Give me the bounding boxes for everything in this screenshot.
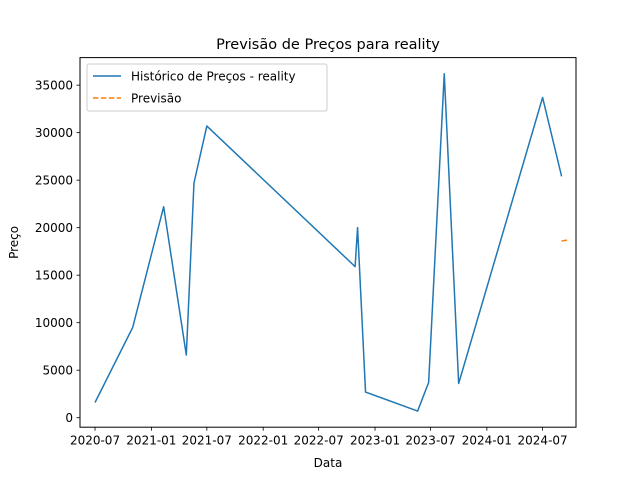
y-tick-label: 25000 <box>35 173 73 187</box>
y-tick-label: 20000 <box>35 221 73 235</box>
legend: Histórico de Preços - reality Previsão <box>86 63 328 112</box>
y-tick-label: 5000 <box>42 363 73 377</box>
x-tick-label: 2022-07 <box>294 434 344 448</box>
x-tick-label: 2023-01 <box>350 434 400 448</box>
x-tick-label: 2021-07 <box>182 434 232 448</box>
x-tick-label: 2022-01 <box>238 434 288 448</box>
x-tick-label: 2024-07 <box>518 434 568 448</box>
series-layer <box>94 73 568 412</box>
x-tick-label: 2024-01 <box>462 434 512 448</box>
x-axis-ticks: 2020-07 2021-01 2021-07 2022-01 2022-07 2023-… <box>70 427 568 448</box>
legend-label-previsao: Previsão <box>131 92 181 106</box>
y-axis-ticks: 0 5000 10000 15000 20000 25000 30000 35000 <box>35 78 80 425</box>
y-tick-label: 0 <box>65 411 73 425</box>
series-line-previsao <box>561 239 568 242</box>
y-tick-label: 30000 <box>35 126 73 140</box>
chart-title: Previsão de Preços para reality <box>216 37 440 53</box>
legend-box <box>86 63 328 112</box>
y-tick-label: 15000 <box>35 268 73 282</box>
x-tick-label: 2021-01 <box>126 434 176 448</box>
x-axis-title: Data <box>314 456 343 470</box>
x-tick-label: 2023-07 <box>405 434 455 448</box>
x-tick-label: 2020-07 <box>70 434 120 448</box>
series-line-historico <box>94 73 563 412</box>
y-tick-label: 10000 <box>35 316 73 330</box>
y-axis-title: Preço <box>7 226 21 259</box>
plot-area-frame <box>79 57 577 428</box>
y-tick-label: 35000 <box>35 78 73 92</box>
legend-label-historico: Histórico de Preços - reality <box>131 70 296 84</box>
